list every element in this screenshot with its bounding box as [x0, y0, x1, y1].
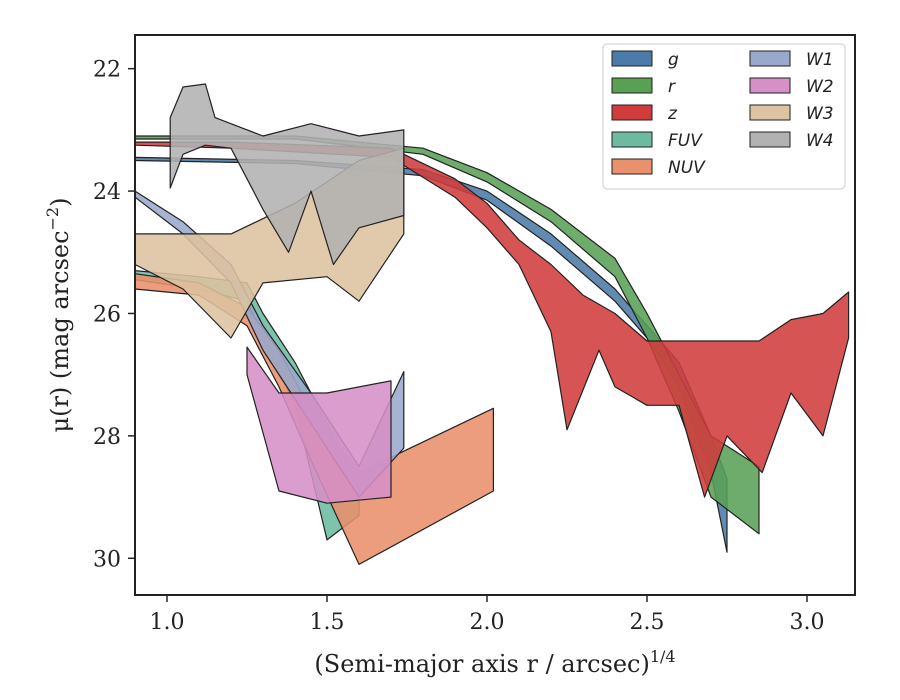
series-band-w4	[169, 83, 405, 266]
x-axis: 1.0 1.5 2.0 2.5 3.0	[150, 595, 825, 635]
legend-swatch-g	[611, 50, 653, 67]
legend-swatch-nuv	[611, 158, 653, 175]
x-axis-title-main: (Semi-major axis r / arcsec)	[314, 650, 649, 678]
legend-label-w4: W4	[806, 131, 834, 151]
y-tick-label: 22	[93, 58, 121, 83]
y-axis-title-main: μ(r) (mag arcsec	[46, 230, 74, 432]
y-tick-label: 30	[93, 547, 121, 572]
x-tick-label: 1.0	[150, 610, 185, 635]
y-tick-label: 24	[93, 180, 121, 205]
legend-swatch-fuv	[611, 131, 653, 148]
x-tick-label: 1.5	[310, 610, 345, 635]
legend-label-nuv: NUV	[668, 158, 706, 178]
legend-swatch-w2	[749, 77, 791, 94]
series-band-r	[134, 135, 760, 535]
y-tick-label: 26	[93, 302, 121, 327]
legend-swatch-w1	[749, 50, 791, 67]
y-axis-title-sup: −2	[43, 207, 62, 231]
series-layer	[134, 83, 850, 566]
plot-frame	[134, 34, 856, 596]
x-tick-label: 2.0	[470, 610, 505, 635]
legend-label-z: z	[667, 104, 678, 124]
legend-label-g: g	[668, 50, 679, 70]
legend-swatch-w3	[749, 104, 791, 121]
x-axis-title: (Semi-major axis r / arcsec)1/4	[314, 647, 675, 678]
legend-label-fuv: FUV	[668, 131, 703, 151]
legend-label-r: r	[668, 77, 676, 97]
legend-swatch-w4	[749, 131, 791, 148]
legend-swatch-r	[611, 77, 653, 94]
x-tick-label: 3.0	[790, 610, 825, 635]
legend-label-w1: W1	[806, 50, 834, 70]
series-band-z	[134, 141, 850, 498]
x-tick-label: 2.5	[630, 610, 665, 635]
legend: grz FUV NUV W1 W2 W3 W4	[602, 43, 846, 190]
y-axis-title: μ(r) (mag arcsec−2)	[43, 198, 74, 433]
legend-label-w3: W3	[806, 104, 834, 124]
legend-swatch-z	[611, 104, 653, 121]
y-axis: 22 24 26 28 30	[93, 58, 135, 572]
legend-label-w2: W2	[806, 77, 834, 97]
series-band-w2	[246, 346, 392, 504]
y-axis-title-close: )	[46, 198, 74, 207]
y-tick-label: 28	[93, 425, 121, 450]
x-axis-title-sup: 1/4	[650, 647, 676, 666]
